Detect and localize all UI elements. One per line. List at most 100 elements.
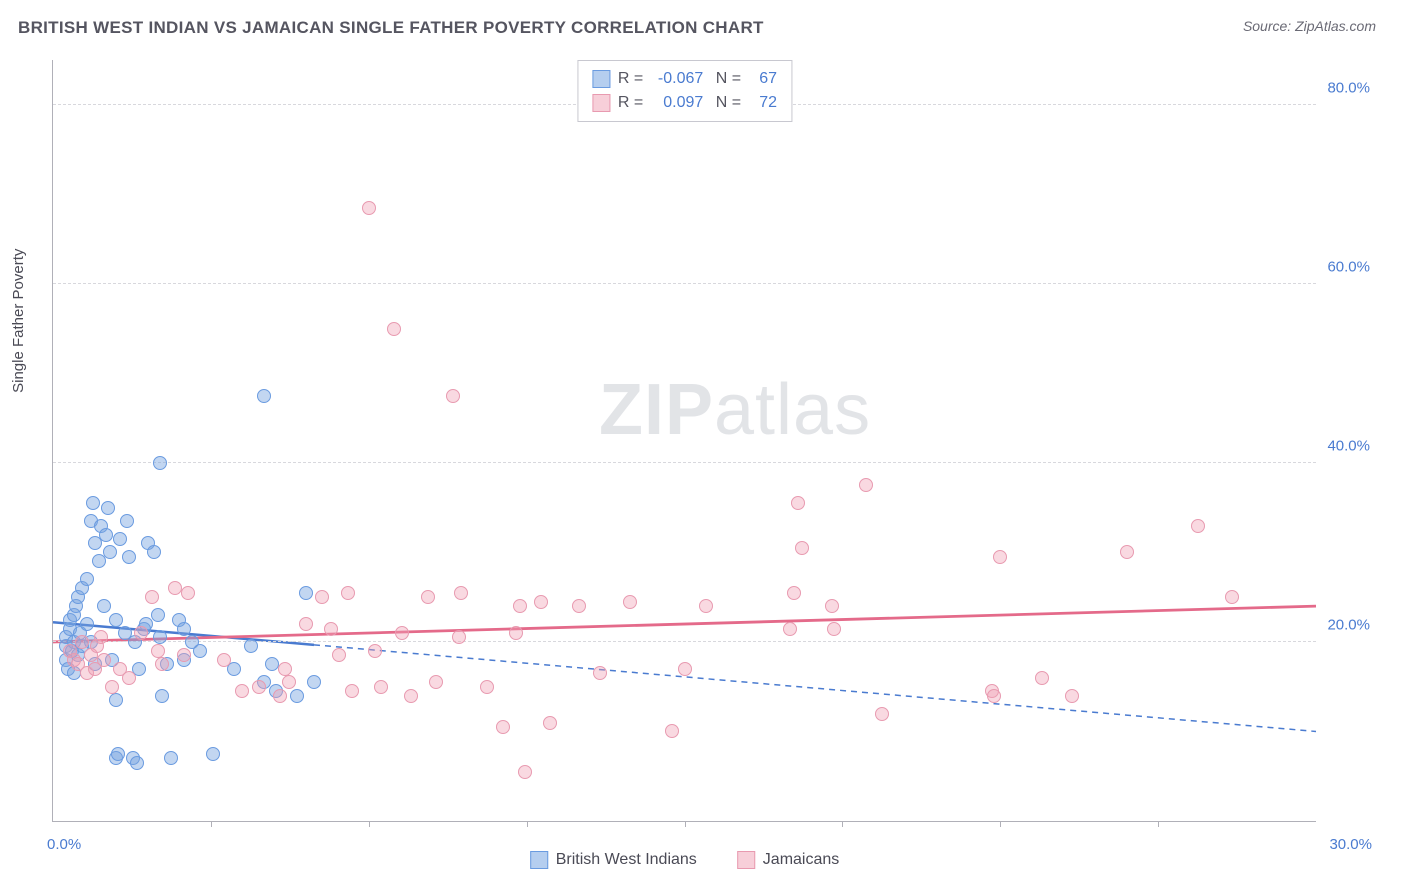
chart-header: BRITISH WEST INDIAN VS JAMAICAN SINGLE F… <box>0 0 1406 44</box>
data-point <box>155 689 169 703</box>
ytick-label: 80.0% <box>1327 79 1370 96</box>
watermark: ZIPatlas <box>599 369 871 451</box>
data-point <box>324 622 338 636</box>
data-point <box>130 756 144 770</box>
chart-area: Single Father Poverty ZIPatlas R = -0.06… <box>18 48 1376 882</box>
data-point <box>332 648 346 662</box>
watermark-atlas: atlas <box>714 370 871 450</box>
data-point <box>795 541 809 555</box>
data-point <box>374 680 388 694</box>
chart-title: BRITISH WEST INDIAN VS JAMAICAN SINGLE F… <box>18 18 764 38</box>
data-point <box>699 599 713 613</box>
data-point <box>518 765 532 779</box>
data-point <box>404 689 418 703</box>
data-point <box>290 689 304 703</box>
data-point <box>282 675 296 689</box>
legend-swatch-1 <box>737 851 755 869</box>
data-point <box>109 613 123 627</box>
data-point <box>122 550 136 564</box>
data-point <box>299 617 313 631</box>
ytick-label: 40.0% <box>1327 437 1370 454</box>
data-point <box>1225 590 1239 604</box>
legend-item-0: British West Indians <box>530 851 697 869</box>
data-point <box>665 724 679 738</box>
data-point <box>787 586 801 600</box>
data-point <box>1065 689 1079 703</box>
data-point <box>827 622 841 636</box>
data-point <box>859 478 873 492</box>
stats-row-1: R = 0.097 N = 72 <box>592 91 777 115</box>
data-point <box>513 599 527 613</box>
data-point <box>111 747 125 761</box>
xtick-mark <box>369 821 370 827</box>
data-point <box>99 528 113 542</box>
data-point <box>80 572 94 586</box>
legend-label-1: Jamaicans <box>763 851 839 869</box>
xtick-mark <box>527 821 528 827</box>
data-point <box>147 545 161 559</box>
stats-legend-box: R = -0.067 N = 67 R = 0.097 N = 72 <box>577 60 792 122</box>
data-point <box>97 653 111 667</box>
data-point <box>151 608 165 622</box>
data-point <box>395 626 409 640</box>
data-point <box>273 689 287 703</box>
data-point <box>235 684 249 698</box>
data-point <box>509 626 523 640</box>
data-point <box>480 680 494 694</box>
stat-n-1: 72 <box>749 91 777 115</box>
gridline <box>53 462 1316 463</box>
xtick-min: 0.0% <box>47 836 81 853</box>
swatch-series-1 <box>592 94 610 112</box>
data-point <box>105 680 119 694</box>
data-point <box>134 626 148 640</box>
data-point <box>153 630 167 644</box>
trend-line-dashed <box>314 645 1316 732</box>
data-point <box>341 586 355 600</box>
data-point <box>452 630 466 644</box>
data-point <box>315 590 329 604</box>
data-point <box>1035 671 1049 685</box>
data-point <box>987 689 1001 703</box>
ytick-label: 60.0% <box>1327 258 1370 275</box>
data-point <box>164 751 178 765</box>
data-point <box>153 456 167 470</box>
gridline <box>53 641 1316 642</box>
data-point <box>345 684 359 698</box>
data-point <box>181 586 195 600</box>
legend-bottom: British West Indians Jamaicans <box>530 851 840 869</box>
data-point <box>120 514 134 528</box>
data-point <box>206 747 220 761</box>
data-point <box>151 644 165 658</box>
data-point <box>421 590 435 604</box>
data-point <box>75 635 89 649</box>
y-axis-label: Single Father Poverty <box>10 249 27 393</box>
data-point <box>623 595 637 609</box>
stat-r-1: 0.097 <box>651 91 703 115</box>
data-point <box>101 501 115 515</box>
data-point <box>454 586 468 600</box>
stat-label-r: R = <box>618 91 643 115</box>
data-point <box>252 680 266 694</box>
data-point <box>177 648 191 662</box>
data-point <box>103 545 117 559</box>
xtick-mark <box>842 821 843 827</box>
watermark-zip: ZIP <box>599 370 714 450</box>
data-point <box>86 496 100 510</box>
xtick-mark <box>1000 821 1001 827</box>
stats-row-0: R = -0.067 N = 67 <box>592 67 777 91</box>
data-point <box>362 201 376 215</box>
stat-label-n: N = <box>711 67 741 91</box>
stat-r-0: -0.067 <box>651 67 703 91</box>
legend-item-1: Jamaicans <box>737 851 839 869</box>
data-point <box>217 653 231 667</box>
data-point <box>1120 545 1134 559</box>
data-point <box>993 550 1007 564</box>
data-point <box>257 389 271 403</box>
data-point <box>543 716 557 730</box>
data-point <box>193 644 207 658</box>
trend-line-solid <box>53 606 1316 642</box>
data-point <box>109 693 123 707</box>
data-point <box>783 622 797 636</box>
data-point <box>155 657 169 671</box>
xtick-mark <box>211 821 212 827</box>
